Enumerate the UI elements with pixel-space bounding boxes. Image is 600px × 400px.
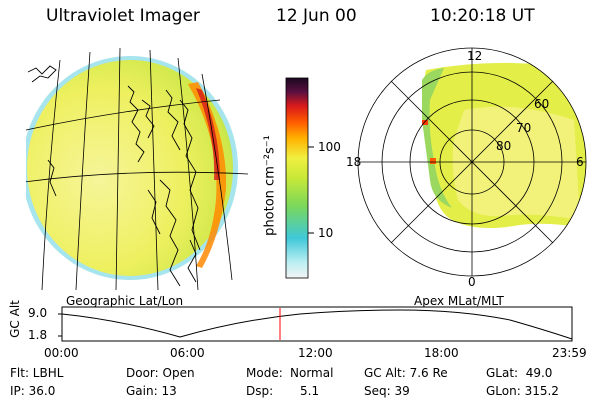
- latitude-grid: [26, 99, 249, 183]
- altitude-plot-frame: [61, 306, 573, 342]
- altitude-plot: [58, 306, 573, 342]
- colorbar-tick-label-10: 10: [318, 226, 334, 240]
- xtick-1800: 18:00: [424, 346, 459, 360]
- altitude-curve: [61, 309, 573, 340]
- info-mode-label: Mode:: [246, 366, 283, 380]
- info-mode-value: Normal: [290, 366, 334, 380]
- info-dsp-value: 5.1: [300, 384, 320, 398]
- polar-plot: 12 18 0 6 60 70 80: [346, 47, 587, 289]
- polar-labels: 12 18 0 6 60 70 80: [346, 49, 584, 289]
- mlt-label-6: 6: [576, 155, 584, 169]
- mlt-label-12: 12: [467, 49, 482, 63]
- altitude-ytick-label-9: 9.0: [28, 306, 48, 320]
- colorbar-gradient: [285, 77, 309, 279]
- coastlines: [27, 65, 201, 287]
- instrument-title: Ultraviolet Imager: [46, 6, 200, 26]
- xtick-0600: 06:00: [170, 346, 205, 360]
- geographic-image: [26, 47, 249, 290]
- colorbar-tick-label-100: 100: [318, 140, 341, 154]
- info-ip: IP: 36.0: [10, 384, 56, 398]
- colorbar-unit-label: photon cm⁻²s⁻¹: [262, 135, 278, 236]
- mlt-label-0: 0: [468, 275, 476, 289]
- altitude-ylabel: GC Alt: [7, 300, 22, 338]
- lat-label-70: 70: [516, 121, 531, 135]
- info-glon: GLon: 315.2: [486, 384, 559, 398]
- info-seq: Seq: 39: [364, 384, 410, 398]
- emission-spot-2: [430, 158, 436, 164]
- date-label: 12 Jun 00: [276, 6, 357, 26]
- left-panel-label: Geographic Lat/Lon: [66, 294, 184, 308]
- info-gain: Gain: 13: [126, 384, 177, 398]
- info-dsp-label: Dsp:: [246, 384, 274, 398]
- xtick-1200: 12:00: [298, 346, 333, 360]
- xtick-0000: 00:00: [44, 346, 79, 360]
- mlt-label-18: 18: [346, 155, 361, 169]
- lat-label-80: 80: [496, 139, 511, 153]
- time-label: 10:20:18 UT: [430, 6, 535, 26]
- limb-peak-emission: [196, 88, 220, 180]
- xtick-2359: 23:59: [552, 346, 587, 360]
- altitude-ytick-label-1.8: 1.8: [28, 328, 48, 342]
- emission-spot-1: [422, 120, 428, 125]
- info-gcalt: GC Alt: 7.6 Re: [364, 366, 448, 380]
- colorbar: [285, 77, 314, 279]
- info-glat: GLat: 49.0: [486, 366, 553, 380]
- dayside-limb-glow: [188, 82, 227, 268]
- right-panel-label: Apex MLat/MLT: [414, 294, 504, 308]
- info-door: Door: Open: [126, 366, 195, 380]
- info-flt: Flt: LBHL: [10, 366, 64, 380]
- lat-label-60: 60: [534, 97, 549, 111]
- globe-disk: [27, 60, 233, 276]
- auroral-edge: [422, 68, 452, 208]
- polar-grid: [357, 47, 587, 277]
